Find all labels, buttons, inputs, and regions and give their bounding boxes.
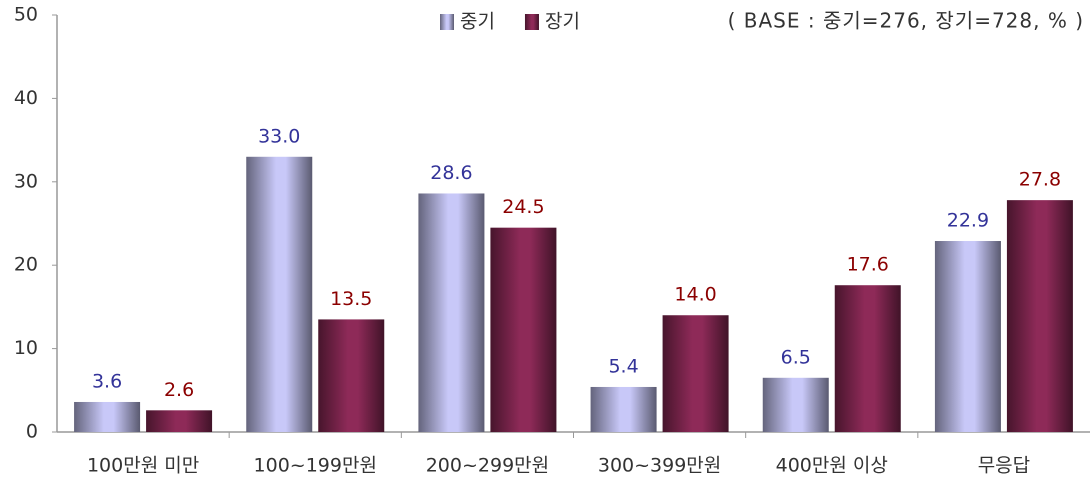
value-label: 3.6 [92,370,122,392]
bar [834,285,901,432]
legend-swatch [440,14,454,30]
value-label: 2.6 [164,379,194,401]
bar [934,241,1001,432]
y-tick-label: 20 [14,254,38,276]
bar [246,156,313,432]
x-tick-label: 300~399만원 [598,455,721,477]
annotation: ( BASE : 중기=276, 장기=728, % ) [728,9,1084,33]
value-label: 27.8 [1019,169,1061,191]
y-tick-label: 50 [14,4,38,26]
bar [662,315,729,432]
legend-label: 장기 [545,11,580,33]
legend-swatch [524,14,539,30]
bar [146,410,213,432]
bar [1006,200,1073,432]
x-tick-label: 400만원 이상 [776,455,888,477]
x-tick-label: 100만원 미만 [87,455,199,477]
value-label: 24.5 [502,196,544,218]
x-tick-label: 무응답 [978,455,1030,477]
bar [318,319,385,432]
value-label: 6.5 [781,346,811,368]
y-tick-label: 30 [14,170,38,192]
bar [762,377,829,432]
value-label: 28.6 [430,162,472,184]
y-tick-label: 0 [26,421,38,443]
value-label: 22.9 [947,210,989,232]
value-label: 5.4 [608,355,638,377]
value-label: 17.6 [847,254,889,276]
value-label: 13.5 [330,288,372,310]
legend-label: 중기 [460,11,495,33]
bar [490,227,557,432]
bar [418,193,485,432]
value-label: 14.0 [674,284,716,306]
bar [590,386,657,432]
value-label: 33.0 [258,125,300,147]
y-tick-label: 40 [14,87,38,109]
x-tick-label: 100~199만원 [254,455,377,477]
y-tick-label: 10 [14,337,38,359]
bar [74,401,141,432]
x-tick-label: 200~299만원 [426,455,549,477]
